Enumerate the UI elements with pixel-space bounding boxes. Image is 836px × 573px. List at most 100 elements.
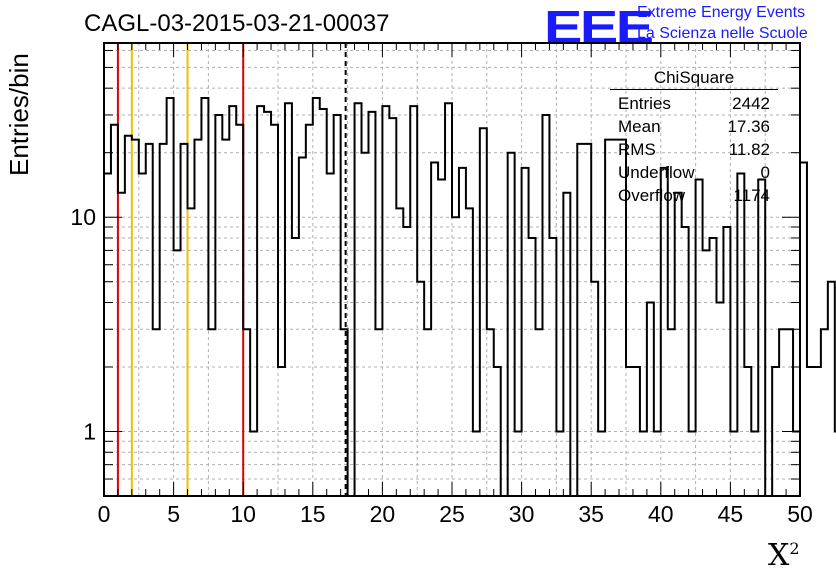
histogram-bin (640, 431, 647, 496)
histogram-bin (410, 106, 417, 496)
histogram-bin (508, 153, 515, 496)
histogram-bin (542, 115, 549, 496)
histogram-bin (751, 431, 758, 496)
stats-value: 2442 (732, 94, 770, 113)
histogram-bin (188, 208, 195, 496)
histogram-bin (431, 162, 438, 496)
x-tick-label: 5 (167, 501, 180, 527)
histogram-bin (181, 144, 188, 496)
histogram-bin (703, 250, 710, 496)
histogram-bin (341, 329, 348, 496)
histogram-bin (368, 112, 375, 496)
histogram-bin (696, 179, 703, 496)
x-tick-label: 20 (370, 501, 396, 527)
x-tick-label: 35 (578, 501, 604, 527)
histogram-bin (807, 367, 814, 496)
stats-label: Underflow (618, 163, 695, 182)
histogram-bin (306, 125, 313, 496)
x-tick-label: 50 (787, 501, 813, 527)
stats-row-entries: Entries 2442 (610, 92, 778, 115)
histogram-bin (320, 109, 327, 496)
stats-value: 0 (760, 163, 770, 182)
histogram-bin (647, 302, 654, 496)
histogram-bin (584, 144, 591, 496)
histogram-bin (146, 144, 153, 496)
histogram-bin (682, 227, 689, 496)
histogram-bin (800, 162, 807, 496)
stats-row-underflow: Underflow 0 (610, 161, 778, 184)
histogram-bin (257, 106, 264, 496)
x-tick-label: 30 (509, 501, 535, 527)
axis-ticks (103, 43, 801, 497)
stats-row-mean: Mean 17.36 (610, 115, 778, 138)
histogram-bin (118, 193, 125, 496)
histogram-bars (104, 96, 836, 497)
logo-caption: Extreme Energy Events La Scienza nelle S… (637, 2, 808, 44)
stats-value: 11.82 (728, 140, 770, 159)
y-tick-label: 10 (70, 204, 96, 230)
logo-line-2: La Scienza nelle Scuole (637, 25, 808, 42)
stats-label: Mean (618, 117, 661, 136)
histogram-bin (417, 282, 424, 496)
histogram-bin (327, 173, 334, 496)
tick-labels: 0 5 10 15 20 25 30 35 40 45 50 1 10 (70, 204, 812, 527)
histogram-bin (104, 173, 111, 496)
x-tick-label: 40 (648, 501, 674, 527)
histogram-bin (744, 367, 751, 496)
stats-value: 17.36 (727, 117, 770, 136)
histogram-bin (382, 106, 389, 496)
histogram-bin (125, 136, 132, 496)
histogram-bin (362, 153, 369, 496)
histogram-bin (403, 227, 410, 496)
histogram-bin (710, 238, 717, 496)
histogram-bin (737, 173, 744, 496)
stats-label: RMS (618, 140, 656, 159)
stats-rows: Entries 2442 Mean 17.36 RMS 11.82 Underflow 0 Ov… (610, 92, 778, 207)
histogram-bin (633, 367, 640, 496)
stats-title: ChiSquare (610, 68, 778, 90)
histogram-outline (104, 96, 836, 497)
histogram-bin (480, 128, 487, 496)
x-tick-label: 15 (300, 501, 326, 527)
x-tick-label: 0 (98, 501, 111, 527)
histogram-bin (438, 179, 445, 496)
histogram-bin (459, 168, 466, 496)
histogram-bin (536, 329, 543, 496)
histogram-bin (549, 238, 556, 496)
histogram-bin (264, 112, 271, 496)
histogram-bin (132, 140, 139, 496)
stats-box: ChiSquare Entries 2442 Mean 17.36 RMS 11.82 Un… (610, 68, 778, 207)
histogram-bin (396, 208, 403, 496)
histogram-bin (494, 367, 501, 496)
x-axis-label: X2 (768, 538, 800, 573)
reference-lines (116, 43, 347, 496)
histogram-bin (577, 144, 584, 496)
stats-label: Entries (618, 94, 671, 113)
histogram-bin (487, 329, 494, 496)
histogram-bin (299, 157, 306, 496)
histogram-bin (522, 168, 529, 496)
histogram-bin (201, 98, 208, 496)
histogram-bin (779, 329, 786, 496)
histogram-bin (285, 103, 292, 496)
x-tick-label: 45 (718, 501, 744, 527)
histogram-bin (111, 125, 118, 496)
histogram-bin (334, 115, 341, 496)
histogram-bin (153, 329, 160, 496)
stats-row-overflow: Overflow 1174 (610, 184, 778, 207)
histogram-bin (716, 302, 723, 496)
histogram-bin (626, 367, 633, 496)
histogram-bin (786, 329, 793, 496)
chart-title: CAGL-03-2015-03-21-00037 (84, 10, 390, 37)
histogram-bin (389, 118, 396, 496)
histogram-bin (821, 329, 828, 496)
histogram-bin (160, 144, 167, 496)
histogram-bin (355, 103, 362, 496)
histogram-bin (208, 329, 215, 496)
histogram-bin (250, 431, 257, 496)
histogram-bin (292, 238, 299, 496)
histogram-bin (529, 238, 536, 496)
histogram-bin (772, 367, 779, 496)
histogram-bin (271, 125, 278, 496)
